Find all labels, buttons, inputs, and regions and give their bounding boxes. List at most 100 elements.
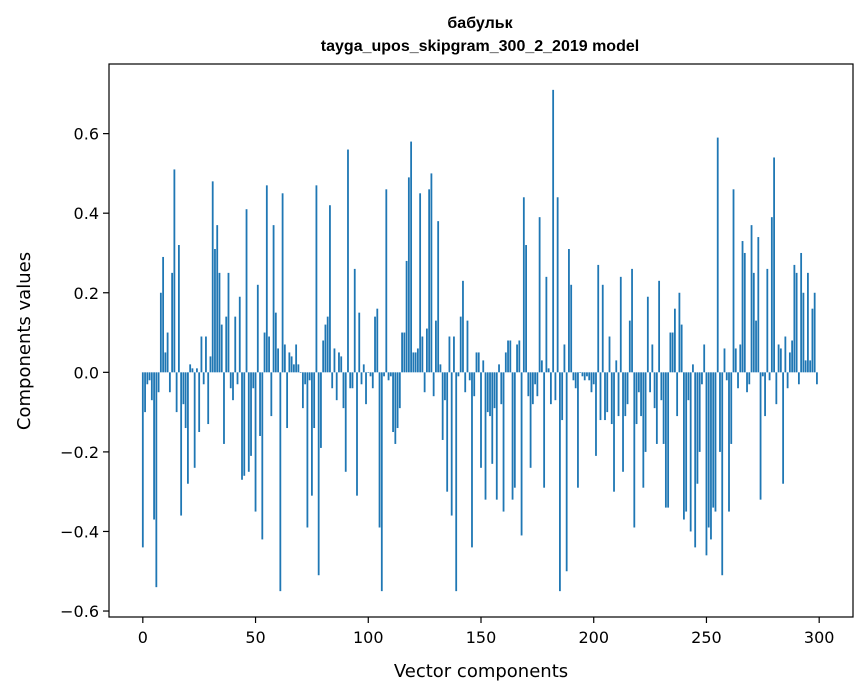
bar-91 [347, 149, 349, 373]
bar-59 [274, 312, 277, 373]
bar-257 [721, 372, 724, 576]
bar-83 [329, 205, 331, 373]
x-tick-label: 250 [691, 628, 722, 647]
bar-272 [755, 320, 757, 373]
bar-98 [362, 364, 365, 373]
bar-64 [286, 372, 289, 429]
bar-63 [283, 344, 286, 373]
bar-35 [220, 324, 223, 373]
bar-164 [511, 372, 514, 500]
bar-282 [777, 344, 780, 373]
bar-255 [716, 137, 719, 373]
bar-150 [480, 372, 482, 468]
bar-202 [597, 264, 600, 373]
bar-201 [595, 372, 597, 456]
bar-256 [719, 372, 721, 452]
bar-176 [538, 217, 541, 373]
bar-276 [764, 372, 766, 417]
bar-112 [394, 372, 397, 444]
bar-208 [610, 372, 613, 425]
bar-51 [256, 284, 259, 373]
bar-226 [651, 344, 654, 373]
bar-93 [351, 372, 354, 389]
bar-107 [383, 372, 385, 377]
bar-68 [295, 344, 298, 373]
bar-136 [448, 336, 451, 373]
bar-100 [367, 372, 370, 373]
bar-62 [281, 193, 284, 373]
bar-187 [563, 344, 566, 373]
bar-47 [247, 372, 250, 472]
plot-frame [108, 63, 854, 618]
bar-143 [464, 372, 467, 393]
bar-195 [581, 372, 584, 377]
bar-193 [577, 372, 579, 488]
bar-80 [322, 340, 325, 373]
bar-81 [324, 324, 327, 373]
bar-206 [606, 372, 609, 413]
bar-52 [259, 372, 261, 436]
bar-105 [378, 372, 381, 528]
bar-54 [263, 332, 266, 373]
bar-229 [658, 280, 661, 373]
bar-94 [353, 268, 356, 373]
bar-297 [811, 308, 814, 373]
bar-267 [743, 252, 746, 373]
bar-252 [710, 372, 712, 540]
bar-258 [723, 348, 726, 373]
bar-219 [635, 372, 638, 425]
bar-125 [423, 372, 426, 393]
bar-285 [784, 336, 787, 373]
bar-99 [365, 372, 367, 405]
bar-8 [159, 292, 162, 373]
bar-177 [540, 360, 543, 373]
bar-46 [245, 209, 248, 373]
bar-191 [572, 372, 575, 381]
bar-260 [728, 372, 730, 512]
bar-154 [489, 372, 491, 417]
bar-165 [513, 372, 516, 488]
bar-189 [568, 249, 570, 373]
bar-126 [425, 328, 428, 373]
bar-264 [737, 372, 739, 389]
bar-284 [782, 372, 785, 484]
bars-group [141, 89, 818, 592]
bar-210 [615, 360, 618, 373]
bar-108 [385, 189, 388, 373]
bar-277 [766, 268, 769, 373]
bar-124 [421, 336, 424, 373]
bar-163 [509, 340, 512, 373]
bar-60 [277, 348, 279, 373]
bar-172 [529, 372, 532, 468]
bar-223 [644, 372, 647, 452]
bar-67 [292, 364, 295, 373]
bar-184 [556, 197, 559, 373]
bar-73 [306, 372, 309, 528]
bar-278 [768, 372, 771, 381]
bar-194 [579, 372, 582, 373]
x-axis-ticks: 0 50 100 150 200 250 300 [138, 617, 834, 647]
bar-22 [191, 368, 194, 373]
bar-0 [141, 372, 144, 548]
bar-161 [504, 352, 507, 373]
bar-171 [527, 372, 530, 397]
bar-248 [701, 372, 703, 385]
bar-121 [414, 352, 417, 373]
bar-117 [405, 260, 408, 373]
bar-88 [340, 356, 343, 373]
bar-269 [748, 372, 751, 385]
bar-43 [238, 296, 241, 373]
bar-114 [398, 372, 401, 409]
bar-265 [739, 344, 742, 373]
bar-111 [392, 372, 394, 433]
y-tick-label: 0.6 [74, 125, 99, 144]
x-tick-label: 100 [353, 628, 384, 647]
bar-48 [250, 372, 252, 456]
y-tick-label: 0.0 [74, 363, 99, 382]
bar-97 [360, 372, 363, 385]
bar-79 [320, 372, 322, 448]
bar-299 [816, 372, 818, 385]
bar-236 [673, 308, 676, 373]
bar-263 [734, 348, 737, 373]
bar-291 [797, 372, 800, 385]
